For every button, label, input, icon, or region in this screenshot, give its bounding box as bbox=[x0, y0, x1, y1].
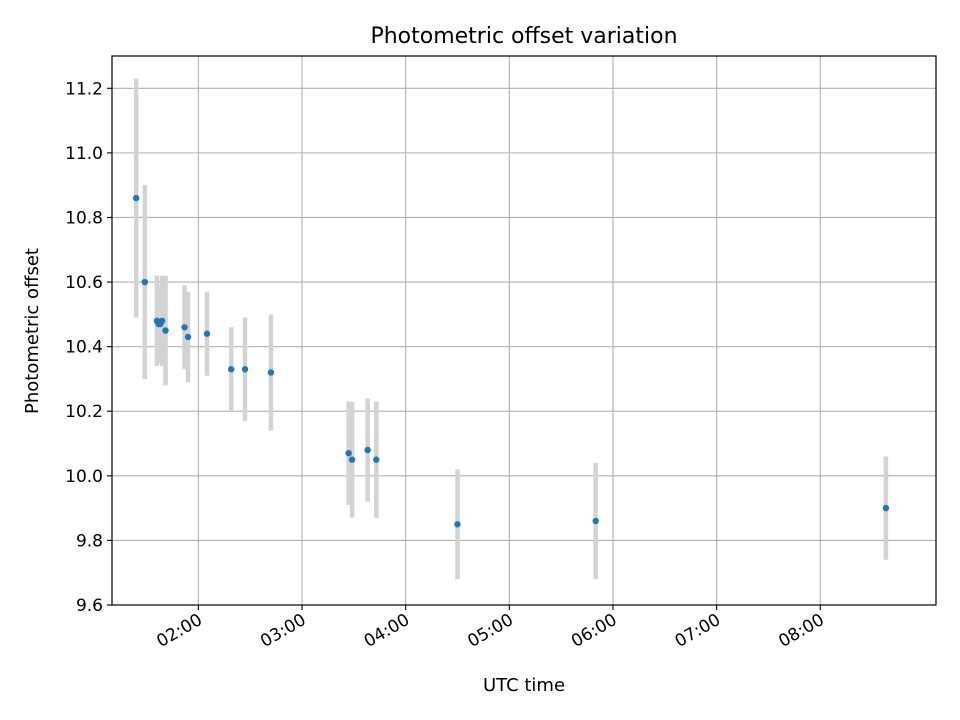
data-point bbox=[162, 327, 169, 334]
y-tick-label: 10.6 bbox=[65, 273, 103, 293]
data-point bbox=[241, 366, 249, 373]
data-point bbox=[348, 456, 356, 463]
data-point bbox=[454, 521, 461, 528]
y-tick-label: 10.4 bbox=[65, 338, 103, 358]
data-point bbox=[267, 369, 275, 376]
data-point bbox=[345, 450, 352, 457]
data-point bbox=[364, 446, 371, 454]
y-tick-label: 10.2 bbox=[65, 402, 103, 422]
plot-frame bbox=[111, 55, 937, 606]
data-point bbox=[592, 517, 599, 525]
y-tick-label: 9.8 bbox=[76, 531, 103, 551]
chart-title: Photometric offset variation bbox=[370, 24, 677, 49]
y-axis-label: Photometric offset bbox=[22, 248, 43, 414]
data-points bbox=[132, 194, 890, 528]
y-tick-label: 10.0 bbox=[65, 467, 103, 487]
data-point bbox=[132, 194, 140, 202]
y-tick-label: 11.0 bbox=[65, 144, 103, 164]
data-point bbox=[882, 504, 890, 512]
grid-lines bbox=[112, 56, 936, 606]
data-point bbox=[158, 317, 166, 325]
data-point bbox=[181, 324, 188, 331]
data-point bbox=[203, 330, 211, 337]
x-axis-label: UTC time bbox=[483, 675, 565, 696]
data-point bbox=[373, 456, 380, 463]
y-tick-label: 10.8 bbox=[65, 208, 103, 228]
data-point bbox=[184, 333, 192, 341]
y-tick-label: 11.2 bbox=[65, 79, 103, 99]
y-tick-label: 9.6 bbox=[76, 596, 103, 616]
data-point bbox=[141, 278, 149, 286]
data-point bbox=[227, 366, 235, 373]
